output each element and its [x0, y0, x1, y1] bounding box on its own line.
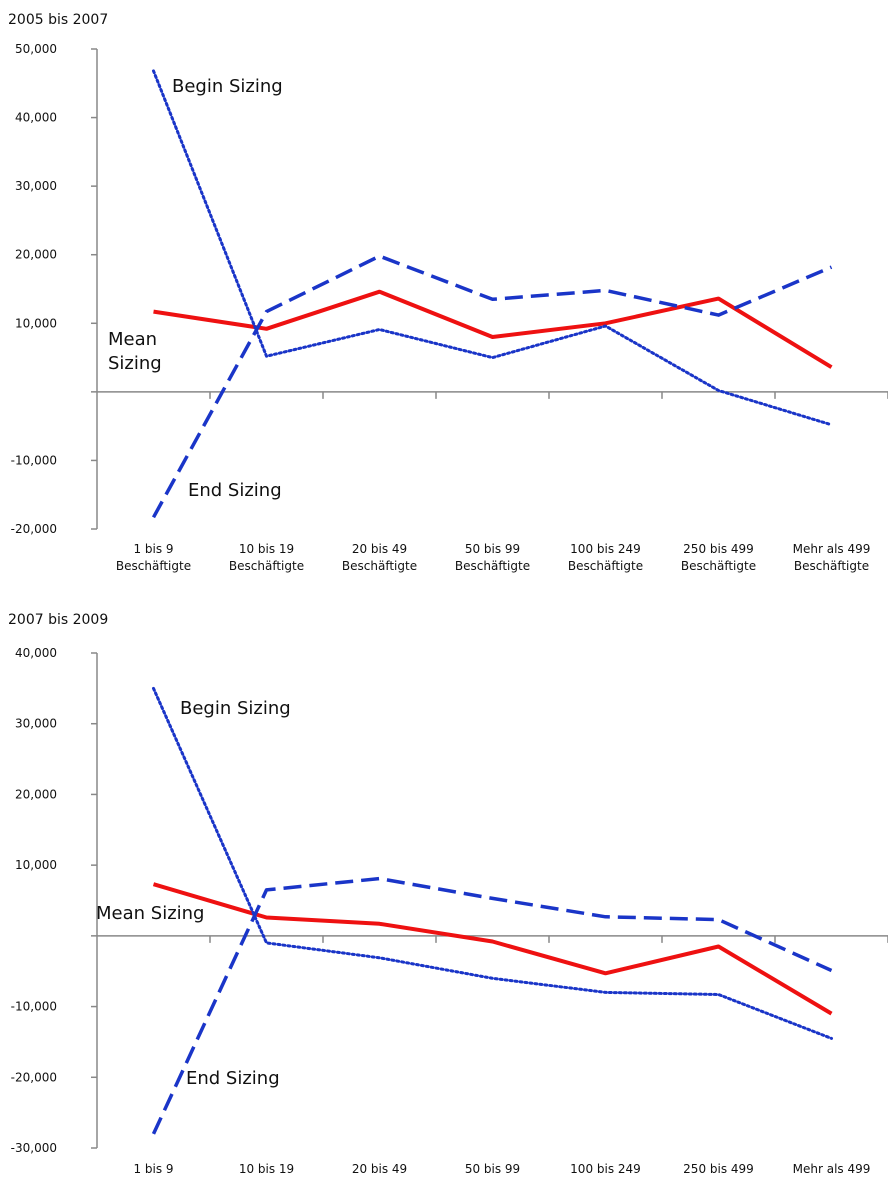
series-label-line: Mean	[108, 329, 157, 350]
series-label-end-sizing: End Sizing	[188, 480, 282, 501]
series-label-begin-sizing: Begin Sizing	[172, 76, 283, 97]
y-tick-label: 10,000	[15, 316, 57, 330]
x-tick-label-line: 20 bis 49	[352, 1162, 407, 1176]
series-line-begin-sizing	[152, 686, 833, 1040]
x-tick-label-line: 1 bis 9	[133, 542, 173, 556]
x-tick-label: 100 bis 249 Beschäftigte	[568, 542, 643, 573]
series-label-line: End Sizing	[186, 1068, 280, 1089]
x-tick-label-line: 100 bis 249	[570, 542, 641, 556]
x-tick-label: Mehr als 499 Beschäftigte	[793, 542, 871, 573]
y-tick-label: 30,000	[15, 717, 57, 731]
chart-title: 2007 bis 2009	[8, 612, 109, 628]
x-tick-label: 250 bis 499 Beschäftigte	[681, 542, 756, 573]
line-chart-2007-2009: 40,000 30,000 20,000 10,000 -10,000 -20,000 -3…	[11, 646, 888, 1180]
x-tick-label-line: 20 bis 49	[352, 542, 407, 556]
series-label-line: Mean Sizing	[96, 903, 204, 924]
x-tick-label-line: 50 bis 99	[465, 542, 520, 556]
line-chart-2005-2007: 50,000 40,000 30,000 20,000 10,000 -10,000 -20…	[11, 42, 888, 573]
y-tick-label: 20,000	[15, 248, 57, 262]
y-tick-label: -20,000	[11, 1070, 57, 1084]
series-line-begin-sizing	[152, 69, 833, 427]
y-tick-label: 20,000	[15, 787, 57, 801]
y-tick-label: -10,000	[11, 453, 57, 467]
series-line-end-sizing	[151, 876, 833, 1135]
series-label-mean-sizing: Mean Sizing	[96, 903, 204, 924]
chart-2005-2007: 2005 bis 2007 50,000 40,000 30,000 20,000 10…	[8, 12, 888, 573]
y-tick-label: 50,000	[15, 42, 57, 56]
series-label-line: Begin Sizing	[180, 698, 291, 719]
series-label-line: Begin Sizing	[172, 76, 283, 97]
x-tick-label-line: 10 bis 19	[239, 542, 294, 556]
x-tick-label: 10 bis 19 Beschäftigte	[229, 542, 304, 573]
x-tick-label-line: Mehr als 499	[793, 1162, 871, 1176]
x-tick-label-line: Beschäftigte	[455, 559, 530, 573]
y-tick-label: 40,000	[15, 111, 57, 125]
series-line-end-sizing	[151, 254, 833, 519]
x-tick-label-line: Beschäftigte	[229, 559, 304, 573]
x-tick-label-line: Beschäftigte	[794, 559, 869, 573]
series-line-mean-sizing	[152, 882, 833, 1016]
x-tick-label-line: Beschäftigte	[568, 559, 643, 573]
x-tick-label-line: 100 bis 249	[570, 1162, 641, 1176]
y-tick-label: 30,000	[15, 179, 57, 193]
x-tick-label-line: 250 bis 499	[683, 1162, 754, 1176]
series-label-begin-sizing: Begin Sizing	[180, 698, 291, 719]
series-label-line: End Sizing	[188, 480, 282, 501]
series-label-end-sizing: End Sizing	[186, 1068, 280, 1089]
x-tick-label-line: Mehr als 499	[793, 542, 871, 556]
x-tick-label-line: 250 bis 499	[683, 542, 754, 556]
series-label-mean-sizing: Mean Sizing	[108, 329, 162, 374]
y-tick-label: 10,000	[15, 858, 57, 872]
y-tick-label: -30,000	[11, 1141, 57, 1155]
x-tick-label-line: 10 bis 19	[239, 1162, 294, 1176]
x-tick-label-line: 1 bis 9	[133, 1162, 173, 1176]
x-tick-label-line: 50 bis 99	[465, 1162, 520, 1176]
x-tick-label-line: Beschäftigte	[342, 559, 417, 573]
x-tick-label: 50 bis 99 Beschäftigte	[455, 542, 530, 573]
series-label-line: Sizing	[108, 353, 162, 374]
chart-title: 2005 bis 2007	[8, 12, 109, 28]
series-line-mean-sizing	[153, 289, 833, 369]
x-tick-label: 1 bis 9 Beschäftigte	[116, 542, 191, 573]
x-tick-label: 20 bis 49 Beschäftigte	[342, 542, 417, 573]
y-tick-label: -10,000	[11, 1000, 57, 1014]
y-tick-label: 40,000	[15, 646, 57, 660]
y-tick-label: -20,000	[11, 522, 57, 536]
chart-2007-2009: 2007 bis 2009 40,000 30,000 20,000 10,000 -1…	[0, 600, 888, 1180]
x-tick-label-line: Beschäftigte	[116, 559, 191, 573]
x-tick-label-line: Beschäftigte	[681, 559, 756, 573]
